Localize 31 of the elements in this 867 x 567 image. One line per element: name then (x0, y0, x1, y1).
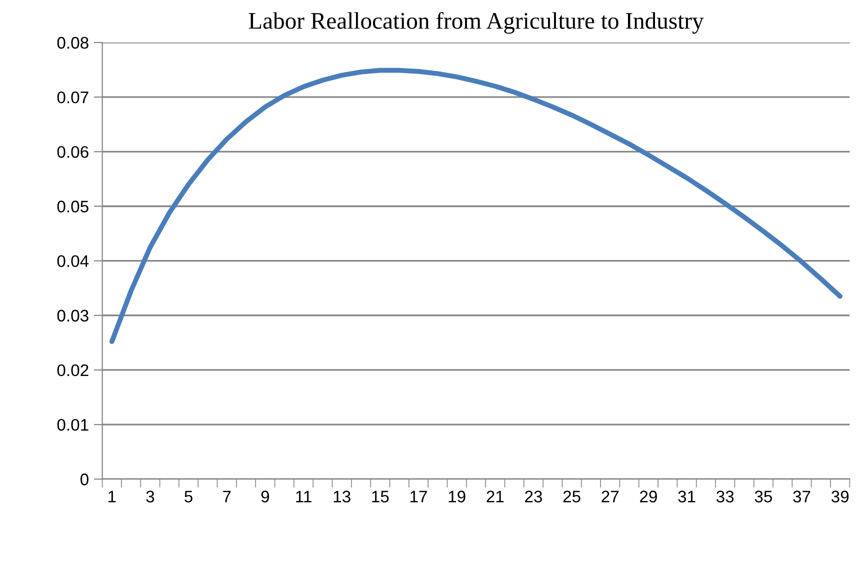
y-tick-label: 0.05 (57, 200, 88, 212)
x-tick-label: 9 (261, 490, 270, 502)
x-tick-label: 35 (754, 490, 772, 502)
x-tick-label: 29 (640, 490, 657, 502)
x-tick-label: 1 (108, 490, 116, 502)
x-tick-label: 31 (678, 490, 696, 502)
x-tick-label: 13 (334, 490, 350, 502)
x-tick-label: 25 (563, 490, 580, 502)
x-tick-label: 19 (448, 490, 466, 502)
chart-title: Labor Reallocation from Agriculture to Industry (248, 12, 704, 34)
x-tick-label: 3 (146, 490, 154, 502)
x-tick-label: 39 (831, 490, 849, 502)
y-tick-label: 0.07 (57, 92, 88, 104)
y-tick-label: 0 (80, 474, 88, 486)
y-tick-label: 0.04 (57, 255, 89, 268)
x-tick-label: 37 (793, 490, 810, 502)
x-tick-label: 23 (525, 490, 542, 502)
y-tick-label: 0.03 (57, 310, 88, 322)
x-tick-label: 15 (372, 490, 389, 502)
x-tick-label: 5 (184, 490, 192, 502)
y-tick-label: 0.01 (57, 418, 88, 431)
x-tick-label: 33 (716, 490, 734, 502)
x-tick-label: 21 (486, 490, 504, 502)
x-tick-label: 27 (602, 490, 619, 502)
y-tick-label: 0.06 (57, 146, 88, 158)
y-tick-label: 0.02 (57, 364, 88, 376)
x-tick-label: 11 (296, 490, 312, 502)
x-tick-label: 17 (410, 490, 427, 502)
y-tick-label: 0.08 (57, 36, 88, 49)
line-series (109, 68, 843, 344)
x-tick-label: 7 (223, 490, 231, 502)
